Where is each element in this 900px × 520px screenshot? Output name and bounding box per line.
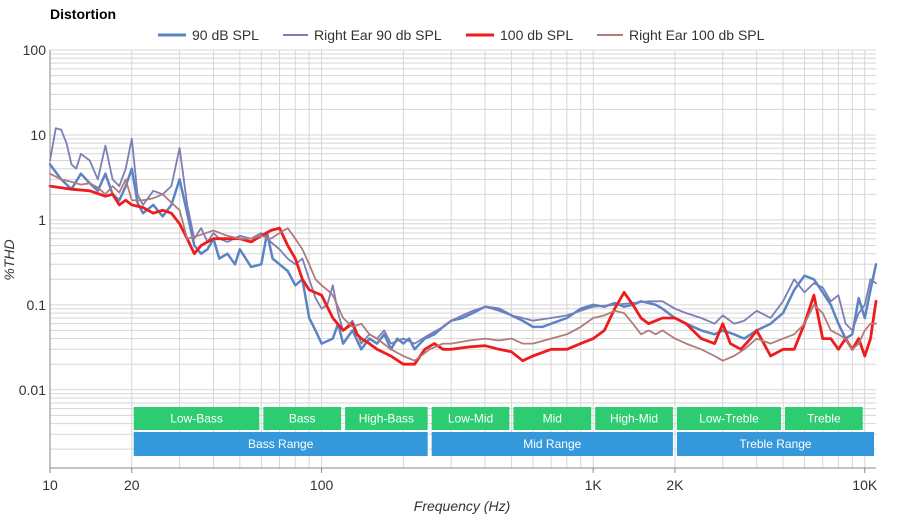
band-label-treble-range: Treble Range <box>739 437 812 451</box>
band-low-treble <box>676 407 782 430</box>
band-mid <box>513 407 592 430</box>
chart-series <box>48 127 878 366</box>
x-tick-label: 10 <box>42 477 58 493</box>
y-axis-label: %THD <box>1 239 17 280</box>
band-label-high-mid: High-Mid <box>610 412 658 426</box>
band-label-low-mid: Low-Mid <box>448 412 493 426</box>
x-tick-label: 2K <box>666 477 684 493</box>
band-low-bass <box>133 407 260 430</box>
chart-title: Distortion <box>50 6 116 22</box>
chart-grid <box>49 49 876 468</box>
band-high-bass <box>345 407 428 430</box>
x-tick-label: 1K <box>585 477 603 493</box>
band-label-bass-range: Bass Range <box>248 437 314 451</box>
band-treble <box>785 407 863 430</box>
y-tick-label: 10 <box>30 127 46 143</box>
y-tick-label: 1 <box>38 212 46 228</box>
band-label-high-bass: High-Bass <box>359 412 414 426</box>
y-tick-label: 0.1 <box>27 297 47 313</box>
band-label-mid-range: Mid Range <box>523 437 581 451</box>
band-label-mid: Mid <box>543 412 562 426</box>
legend-label-right-ear-100db: Right Ear 100 db SPL <box>629 27 765 43</box>
band-mid-range <box>431 432 673 456</box>
band-label-low-treble: Low-Treble <box>699 412 759 426</box>
band-label-treble: Treble <box>807 412 841 426</box>
band-high-mid <box>595 407 673 430</box>
series-line-100-db-spl <box>48 184 878 366</box>
band-bass-range <box>133 432 428 456</box>
frequency-bands: Low-Bass Bass High-Bass Low-Mid Mid High-Mid L… <box>133 407 874 456</box>
band-bass <box>263 407 342 430</box>
y-tick-label: 0.01 <box>19 382 46 398</box>
legend-label-90db: 90 dB SPL <box>192 27 259 43</box>
band-label-low-bass: Low-Bass <box>170 412 223 426</box>
legend-label-right-ear-90db: Right Ear 90 db SPL <box>314 27 442 43</box>
y-tick-label: 100 <box>23 42 47 58</box>
band-label-bass: Bass <box>289 412 316 426</box>
x-tick-label: 10K <box>852 477 878 493</box>
band-low-mid <box>431 407 510 430</box>
series-line-right-ear-100-db-spl <box>49 172 877 362</box>
x-axis-label: Frequency (Hz) <box>414 498 510 514</box>
band-treble-range <box>676 432 874 456</box>
chart-axes: 10 20 100 1K 2K 10K 100 10 1 0.1 0.01 <box>19 42 878 493</box>
series-line-90-db-spl <box>48 163 878 351</box>
legend-label-100db: 100 db SPL <box>500 27 573 43</box>
x-tick-label: 100 <box>310 477 334 493</box>
chart-legend: 90 dB SPL Right Ear 90 db SPL 100 db SPL… <box>158 27 765 43</box>
x-tick-label: 20 <box>124 477 140 493</box>
